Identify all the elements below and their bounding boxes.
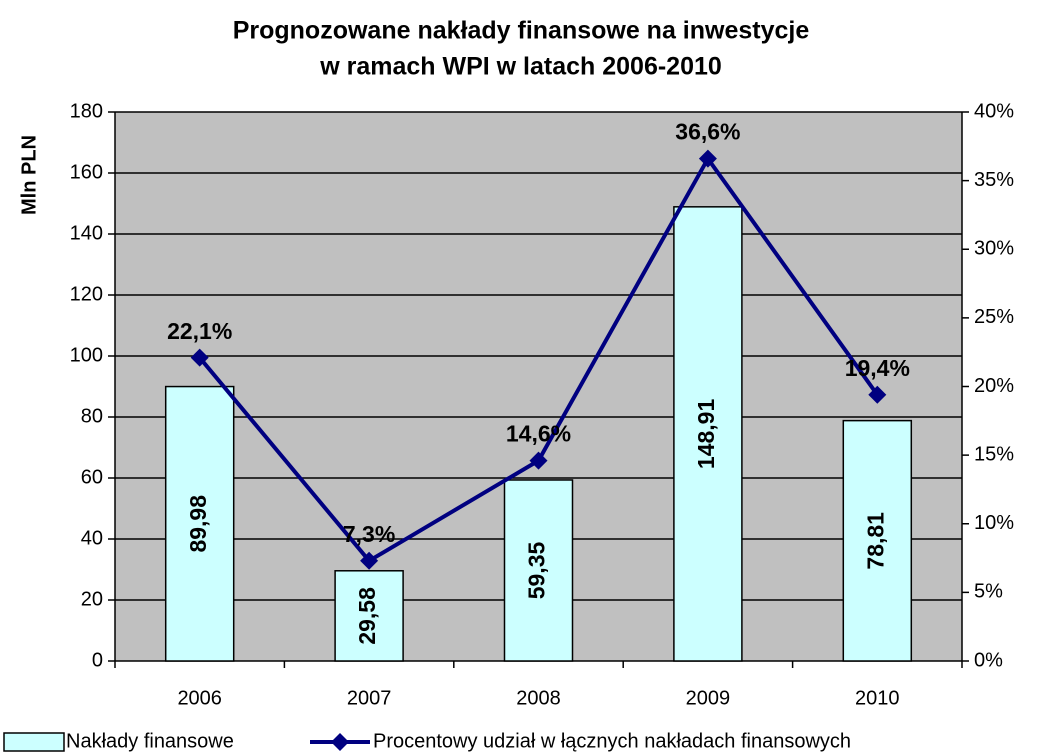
- bar: [842, 419, 913, 662]
- line-marker: [529, 451, 548, 470]
- y-tick-label: 120: [70, 283, 103, 305]
- y2-tick-label: 40%: [974, 100, 1014, 122]
- y2-tick-label: 20%: [974, 375, 1014, 397]
- y-tick-label: 140: [70, 222, 103, 244]
- bar-value-label: 78,81: [862, 512, 888, 570]
- y-tick-label: 0: [92, 649, 103, 671]
- y2-tick-label: 5%: [974, 581, 1003, 603]
- y-tick-label: 40: [81, 527, 103, 549]
- line-value-label: 14,6%: [506, 421, 571, 447]
- bar-value-label: 59,35: [524, 542, 550, 600]
- line-marker: [190, 348, 209, 367]
- legend-marker: [331, 733, 349, 751]
- chart-title: Prognozowane nakłady finansowe na inwest…: [233, 17, 810, 45]
- y-tick-label: 80: [81, 405, 103, 427]
- line-value-label: 7,3%: [343, 521, 395, 547]
- line-value-label: 19,4%: [845, 355, 910, 381]
- y2-tick-label: 0%: [974, 649, 1003, 671]
- y2-tick-label: 10%: [974, 512, 1014, 534]
- y2-tick-label: 15%: [974, 443, 1014, 465]
- line-value-label: 36,6%: [675, 119, 740, 145]
- bar: [673, 206, 743, 662]
- bar: [164, 385, 235, 662]
- line-marker: [360, 551, 379, 570]
- y2-tick-label: 35%: [974, 169, 1014, 191]
- y-tick-label: 160: [70, 161, 103, 183]
- y-tick-label: 180: [70, 100, 103, 122]
- line-marker: [698, 149, 717, 168]
- legend-label: Procentowy udział w łącznych nakładach f…: [373, 730, 851, 752]
- bar-value-label: 148,91: [693, 399, 719, 470]
- bar-value-label: 29,58: [354, 587, 380, 645]
- x-tick-label: 2007: [347, 687, 392, 709]
- y-tick-label: 20: [81, 588, 103, 610]
- y-tick-label: 100: [70, 344, 103, 366]
- x-tick-label: 2008: [516, 687, 561, 709]
- x-tick-label: 2010: [855, 687, 900, 709]
- y2-tick-label: 30%: [974, 238, 1014, 260]
- bar: [334, 570, 404, 662]
- bar: [503, 479, 574, 662]
- line-value-label: 22,1%: [167, 318, 232, 344]
- y-axis-label: Mln PLN: [18, 135, 40, 215]
- legend-swatch: [3, 732, 65, 752]
- bar-value-label: 89,98: [185, 495, 211, 553]
- x-tick-label: 2006: [177, 687, 222, 709]
- line-marker: [868, 385, 887, 404]
- chart-title: w ramach WPI w latach 2006-2010: [319, 53, 722, 81]
- x-tick-label: 2009: [686, 687, 731, 709]
- y2-tick-label: 25%: [974, 306, 1014, 328]
- legend-label: Nakłady finansowe: [66, 730, 234, 752]
- y-tick-label: 60: [81, 466, 103, 488]
